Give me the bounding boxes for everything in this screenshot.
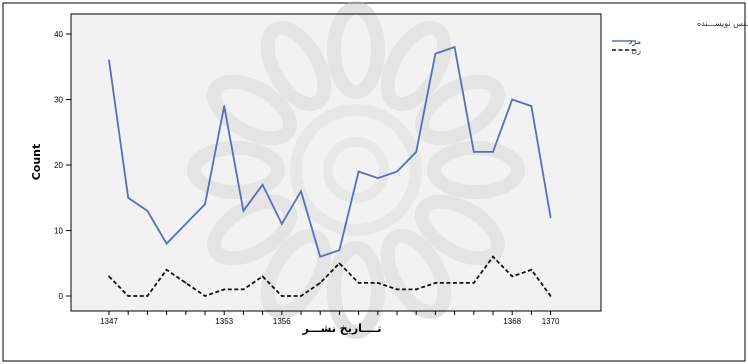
legend-label-female: زن [631, 46, 641, 55]
data-point-female [492, 255, 494, 258]
data-point-male [146, 210, 149, 212]
data-point-female [108, 275, 110, 278]
y-axis-title: Count [30, 144, 43, 181]
data-point-male [473, 151, 475, 153]
data-point-male [415, 151, 418, 153]
y-tick-label: 40 [54, 30, 63, 39]
series-line-female [108, 255, 552, 297]
series-line-male [108, 45, 552, 258]
data-point-female [185, 282, 187, 284]
legend-title: جـــنس نويســـنده [697, 19, 748, 28]
y-axis: 0 10 20 30 40 [54, 30, 71, 301]
x-tick-label: 1356 [273, 317, 291, 326]
data-point-male [549, 216, 552, 219]
data-point-female [242, 288, 245, 291]
x-tick-label: 1353 [215, 317, 233, 326]
data-point-male [185, 223, 187, 225]
data-point-male [357, 170, 360, 173]
data-point-male [242, 210, 245, 212]
data-point-female [434, 282, 437, 284]
x-tick-label: 1347 [100, 317, 118, 326]
data-point-female [127, 295, 129, 297]
data-point-male [261, 183, 264, 186]
data-point-female [300, 295, 302, 297]
series-layer [108, 45, 552, 297]
data-point-female [549, 295, 552, 297]
data-point-female [530, 269, 533, 271]
data-point-female [473, 282, 475, 284]
data-point-male [492, 151, 494, 153]
y-tick-label: 0 [59, 292, 64, 301]
data-point-male [223, 105, 225, 107]
x-axis-title: تــــاريخ نشـــر [302, 322, 382, 335]
data-point-male [530, 105, 533, 107]
data-point-male [377, 177, 379, 179]
data-point-female [281, 295, 283, 297]
x-tick-label: 1370 [542, 317, 560, 326]
legend: جـــنس نويســـنده مرد زن [612, 19, 748, 55]
y-tick-label: 30 [54, 96, 63, 105]
data-point-female [396, 288, 398, 291]
data-point-male [434, 52, 437, 55]
data-point-male [453, 46, 456, 48]
data-point-female [357, 282, 360, 284]
data-point-female [338, 262, 341, 265]
plot-area [70, 13, 602, 312]
data-point-female [319, 282, 322, 284]
data-point-female [511, 275, 513, 278]
data-point-male [108, 59, 110, 61]
x-tick-label: 1368 [503, 317, 521, 326]
data-point-female [165, 269, 168, 271]
data-point-male [396, 170, 398, 173]
data-point-female [261, 275, 264, 278]
data-point-male [204, 203, 206, 206]
data-point-male [127, 196, 129, 199]
y-tick-label: 20 [54, 161, 63, 170]
data-point-male [511, 98, 513, 101]
data-point-male [338, 249, 341, 251]
data-point-male [300, 190, 302, 192]
data-point-male [281, 223, 283, 225]
data-point-male [165, 242, 168, 245]
data-point-female [146, 295, 149, 297]
legend-label-male: مرد [629, 37, 641, 46]
data-point-female [453, 282, 456, 284]
data-point-male [319, 255, 322, 258]
data-point-female [204, 295, 206, 297]
data-point-female [377, 282, 379, 284]
y-tick-label: 10 [54, 227, 63, 236]
data-point-female [415, 288, 418, 291]
data-point-female [223, 288, 225, 291]
x-axis: 1347 1353 1356 1368 1370 [100, 311, 560, 326]
